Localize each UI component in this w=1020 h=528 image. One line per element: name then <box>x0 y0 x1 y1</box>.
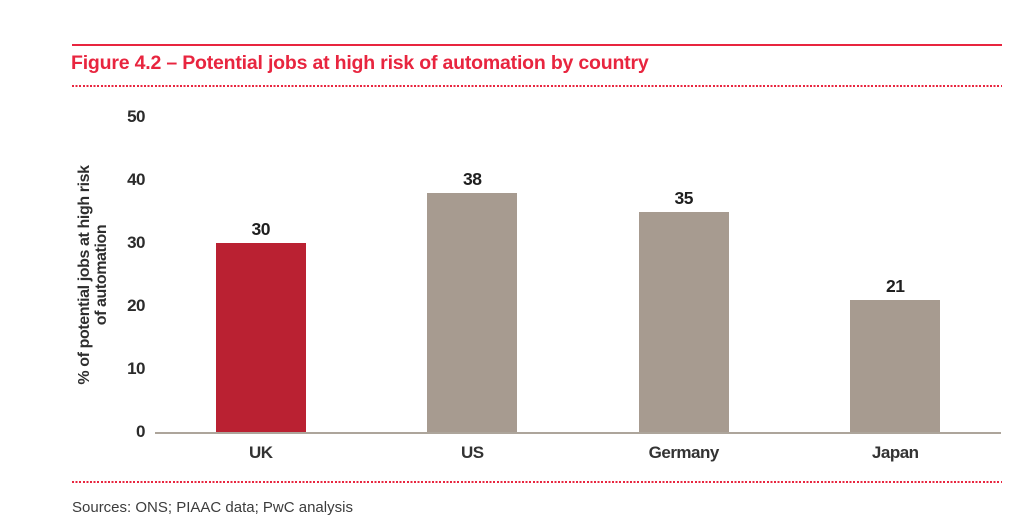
x-axis-label-us: US <box>460 443 484 462</box>
chart-bottom-dotted-rule <box>72 481 1002 484</box>
figure-title: Figure 4.2 – Potential jobs at high risk… <box>71 52 649 74</box>
y-tick-label: 20 <box>127 296 145 315</box>
x-axis-label-uk: UK <box>248 443 273 462</box>
y-tick-label: 50 <box>127 107 145 126</box>
bar-uk <box>215 243 306 432</box>
y-tick-label: 40 <box>127 170 145 189</box>
x-axis-baseline <box>155 432 1001 434</box>
bar-value-label: 30 <box>251 219 271 239</box>
y-axis-title: % of potential jobs at high risk of auto… <box>76 110 110 440</box>
bar-value-label: 35 <box>674 187 694 208</box>
bar-us <box>427 192 518 432</box>
bar-japan <box>850 299 941 432</box>
bar-value-label: 21 <box>886 275 905 296</box>
title-top-rule <box>72 44 1002 46</box>
x-axis-label-japan: Japan <box>871 443 919 462</box>
y-tick-label: 0 <box>136 422 145 441</box>
y-tick-label: 30 <box>127 233 145 252</box>
bar-germany <box>638 211 729 432</box>
x-axis-label-germany: Germany <box>648 443 720 462</box>
source-note: Sources: ONS; PIAAC data; PwC analysis <box>72 499 353 516</box>
y-tick-label: 10 <box>127 359 145 378</box>
title-bottom-dotted-rule <box>72 85 1002 88</box>
bar-value-label: 38 <box>463 168 482 189</box>
y-axis-title-line-1: % of potential jobs at high risk <box>76 165 93 385</box>
y-axis-title-line-2: of automation <box>93 224 110 326</box>
